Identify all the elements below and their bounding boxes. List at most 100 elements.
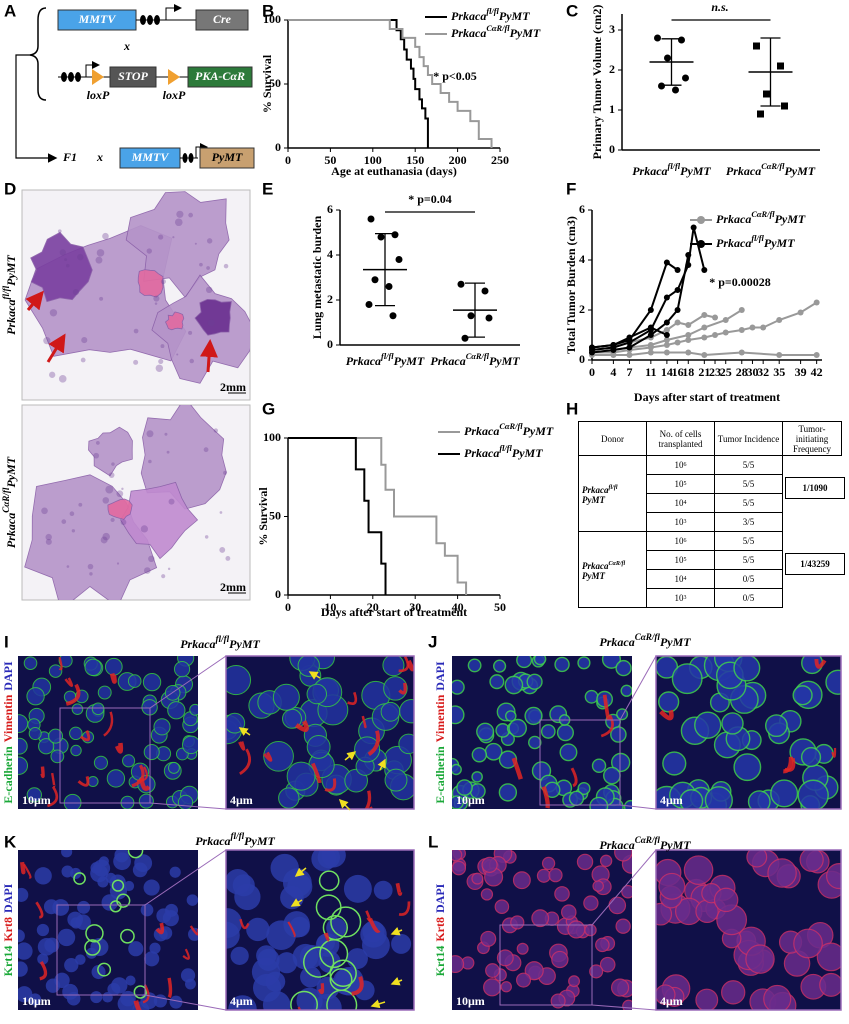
cell bbox=[554, 886, 570, 902]
y-axis-label: % Survival bbox=[260, 54, 274, 113]
donor-label: PrkacaCαR/fl PyMT bbox=[582, 559, 625, 581]
cell bbox=[228, 995, 257, 1010]
stain-name: DAPI bbox=[433, 661, 447, 691]
data-point bbox=[722, 317, 729, 323]
genotype-sup: CαR/fl bbox=[1, 487, 11, 513]
image-content bbox=[656, 656, 841, 809]
cell bbox=[568, 975, 580, 988]
tissue-detail bbox=[206, 238, 213, 244]
tissue-detail bbox=[80, 357, 86, 363]
inset-box bbox=[56, 904, 146, 996]
cell bbox=[333, 968, 360, 995]
x-tick-label: 250 bbox=[491, 153, 509, 167]
cell bbox=[113, 852, 131, 871]
cells-sup: 5 bbox=[683, 557, 687, 563]
tissue-detail bbox=[206, 266, 210, 270]
cell bbox=[107, 982, 121, 996]
cell bbox=[508, 718, 527, 738]
histology-label: PrkacaCαR/flPyMT bbox=[1, 456, 18, 548]
panel-label: B bbox=[262, 1, 274, 20]
genotype-base: Prkaca bbox=[180, 637, 215, 651]
cell bbox=[671, 663, 703, 695]
cell bbox=[140, 903, 154, 917]
cell bbox=[317, 850, 341, 869]
cell bbox=[505, 710, 517, 722]
stain-name: DAPI bbox=[433, 883, 447, 913]
data-point bbox=[589, 344, 595, 351]
tissue-detail bbox=[57, 229, 62, 234]
genotype-tail: PyMT bbox=[394, 354, 425, 368]
genotype-sup: CαR/fl bbox=[466, 352, 490, 361]
tissue-detail bbox=[140, 525, 149, 533]
incidence-cell: 0/5 bbox=[714, 588, 783, 608]
red-stain bbox=[182, 948, 190, 960]
sd-bar bbox=[375, 232, 395, 307]
donor-sup: CαR/fl bbox=[608, 560, 626, 567]
tissue-detail bbox=[223, 263, 229, 269]
image-content bbox=[24, 405, 231, 600]
tissue bbox=[88, 426, 133, 477]
brace bbox=[29, 7, 47, 101]
panel-label: F bbox=[566, 179, 576, 198]
tissue-detail bbox=[89, 572, 93, 576]
cell bbox=[623, 799, 632, 809]
tissue bbox=[120, 481, 199, 560]
cell bbox=[516, 942, 529, 955]
cell bbox=[556, 724, 574, 742]
cell bbox=[800, 746, 822, 768]
data-point bbox=[663, 342, 670, 348]
cells-cell: 10 6 bbox=[646, 531, 715, 551]
cell bbox=[764, 714, 788, 738]
element bbox=[147, 15, 153, 25]
tissue bbox=[137, 269, 164, 298]
red-stain bbox=[189, 925, 198, 936]
y-tick-label: 4 bbox=[327, 247, 333, 261]
image-content bbox=[226, 850, 412, 1010]
tissue bbox=[140, 405, 227, 510]
data-point bbox=[682, 74, 689, 82]
x-tick-label: 20 bbox=[367, 600, 379, 614]
tissue-detail bbox=[164, 432, 168, 436]
y-tick-label: 0 bbox=[609, 142, 615, 156]
cell bbox=[656, 902, 673, 926]
loxp-site bbox=[92, 69, 104, 85]
cell bbox=[568, 790, 585, 806]
stain-name: Krt8 bbox=[433, 917, 447, 942]
tissue-detail bbox=[64, 258, 68, 262]
stain-name: E-cadherin bbox=[1, 746, 15, 804]
data-point bbox=[678, 36, 685, 44]
genotype-tail: PyMT bbox=[499, 9, 530, 23]
genotype-sup: CαR/fl bbox=[635, 632, 661, 642]
cell bbox=[599, 854, 613, 868]
cell bbox=[763, 984, 792, 1010]
x-tick-label: 100 bbox=[364, 153, 382, 167]
red-stain bbox=[155, 922, 165, 935]
genotype-tail: PyMT bbox=[4, 456, 18, 487]
cell bbox=[721, 712, 744, 735]
x-tick-label: 50 bbox=[324, 153, 336, 167]
cell bbox=[577, 781, 591, 796]
genotype-base: Prkaca bbox=[716, 212, 751, 226]
data-point bbox=[663, 259, 670, 266]
tissue-detail bbox=[45, 533, 52, 541]
element bbox=[68, 72, 74, 82]
genotype-tail: PyMT bbox=[512, 446, 543, 460]
panel-label: D bbox=[4, 179, 16, 198]
cell bbox=[257, 948, 280, 972]
tissue-detail bbox=[72, 288, 80, 296]
survival-curve bbox=[288, 19, 429, 148]
red-stain bbox=[239, 918, 250, 930]
stain-name: Krt14 bbox=[433, 946, 447, 977]
red-stain bbox=[814, 658, 827, 669]
donor-base: Prkaca bbox=[582, 560, 609, 571]
sd-bar bbox=[661, 38, 682, 86]
cell bbox=[28, 727, 42, 741]
tissue-detail bbox=[176, 210, 184, 218]
genotype-sup: fl/fl bbox=[216, 634, 230, 644]
cell bbox=[603, 766, 621, 785]
cell bbox=[50, 749, 65, 764]
data-point bbox=[813, 299, 820, 306]
x-tick-label: 23 bbox=[709, 365, 721, 379]
stain-name: Krt14 bbox=[1, 946, 15, 977]
promoter-arrow bbox=[195, 143, 208, 158]
